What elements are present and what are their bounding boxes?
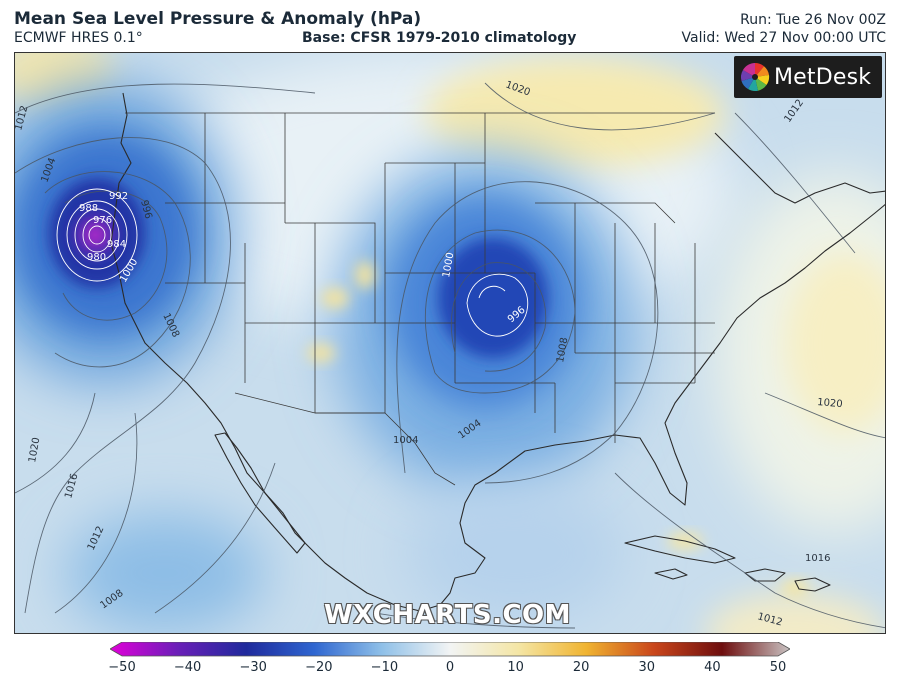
- isobar-label: 1016: [805, 553, 830, 564]
- colorbar-tick-label: 30: [638, 660, 656, 675]
- run-time-label: Run: Tue 26 Nov 00Z: [740, 12, 886, 28]
- pressure-anomaly-map: 1020 1012 1004 992 996 988 976 980 984 1…: [14, 52, 886, 634]
- valid-time-label: Valid: Wed 27 Nov 00:00 UTC: [681, 30, 886, 46]
- wxcharts-watermark: WXCHARTS.COM: [324, 600, 572, 630]
- metdesk-logo-text: MetDesk: [774, 64, 872, 90]
- colorbar-tick-label: −50: [108, 660, 136, 675]
- colorbar-tick-label: −20: [305, 660, 333, 675]
- model-label: ECMWF HRES 0.1°: [14, 30, 143, 46]
- isobar-label: 1004: [393, 435, 418, 446]
- colorbar-gradient: [110, 642, 790, 657]
- colorbar-tick-label: 10: [507, 660, 524, 675]
- isobar-label: 988: [79, 203, 98, 214]
- colorbar-tick-label: −40: [173, 660, 202, 675]
- isobar-label: 996: [138, 199, 154, 220]
- isobar-label: 1020: [817, 397, 843, 410]
- colorbar-tick-label: 0: [445, 660, 455, 675]
- metdesk-logo-icon: [740, 63, 770, 91]
- metdesk-logo: MetDesk: [734, 56, 882, 98]
- colorbar-tick-label: −30: [239, 660, 267, 675]
- isobar-label: 1008: [555, 337, 570, 364]
- chart-title: Mean Sea Level Pressure & Anomaly (hPa): [14, 9, 422, 29]
- colorbar-tick-label: 40: [704, 660, 721, 675]
- colorbar: −50 −40 −30 −20 −10 0 10 20 30 40 50: [108, 642, 790, 686]
- climatology-base-label: Base: CFSR 1979-2010 climatology: [302, 30, 577, 46]
- isobar-label: 976: [93, 215, 112, 226]
- anomaly-shading: [15, 53, 885, 633]
- colorbar-tick-label: −10: [370, 660, 399, 675]
- isobar-label: 992: [109, 191, 128, 202]
- isobar-label: 984: [107, 239, 126, 250]
- isobars: [15, 82, 885, 629]
- isobar-label: 980: [87, 252, 106, 263]
- colorbar-tick-label: 20: [572, 660, 590, 675]
- colorbar-tick-label: 50: [769, 660, 787, 675]
- isobars-core: [56, 188, 529, 337]
- isobar-label: 1020: [27, 437, 42, 464]
- isobar-label: 1000: [441, 252, 456, 279]
- coastlines: [110, 92, 885, 612]
